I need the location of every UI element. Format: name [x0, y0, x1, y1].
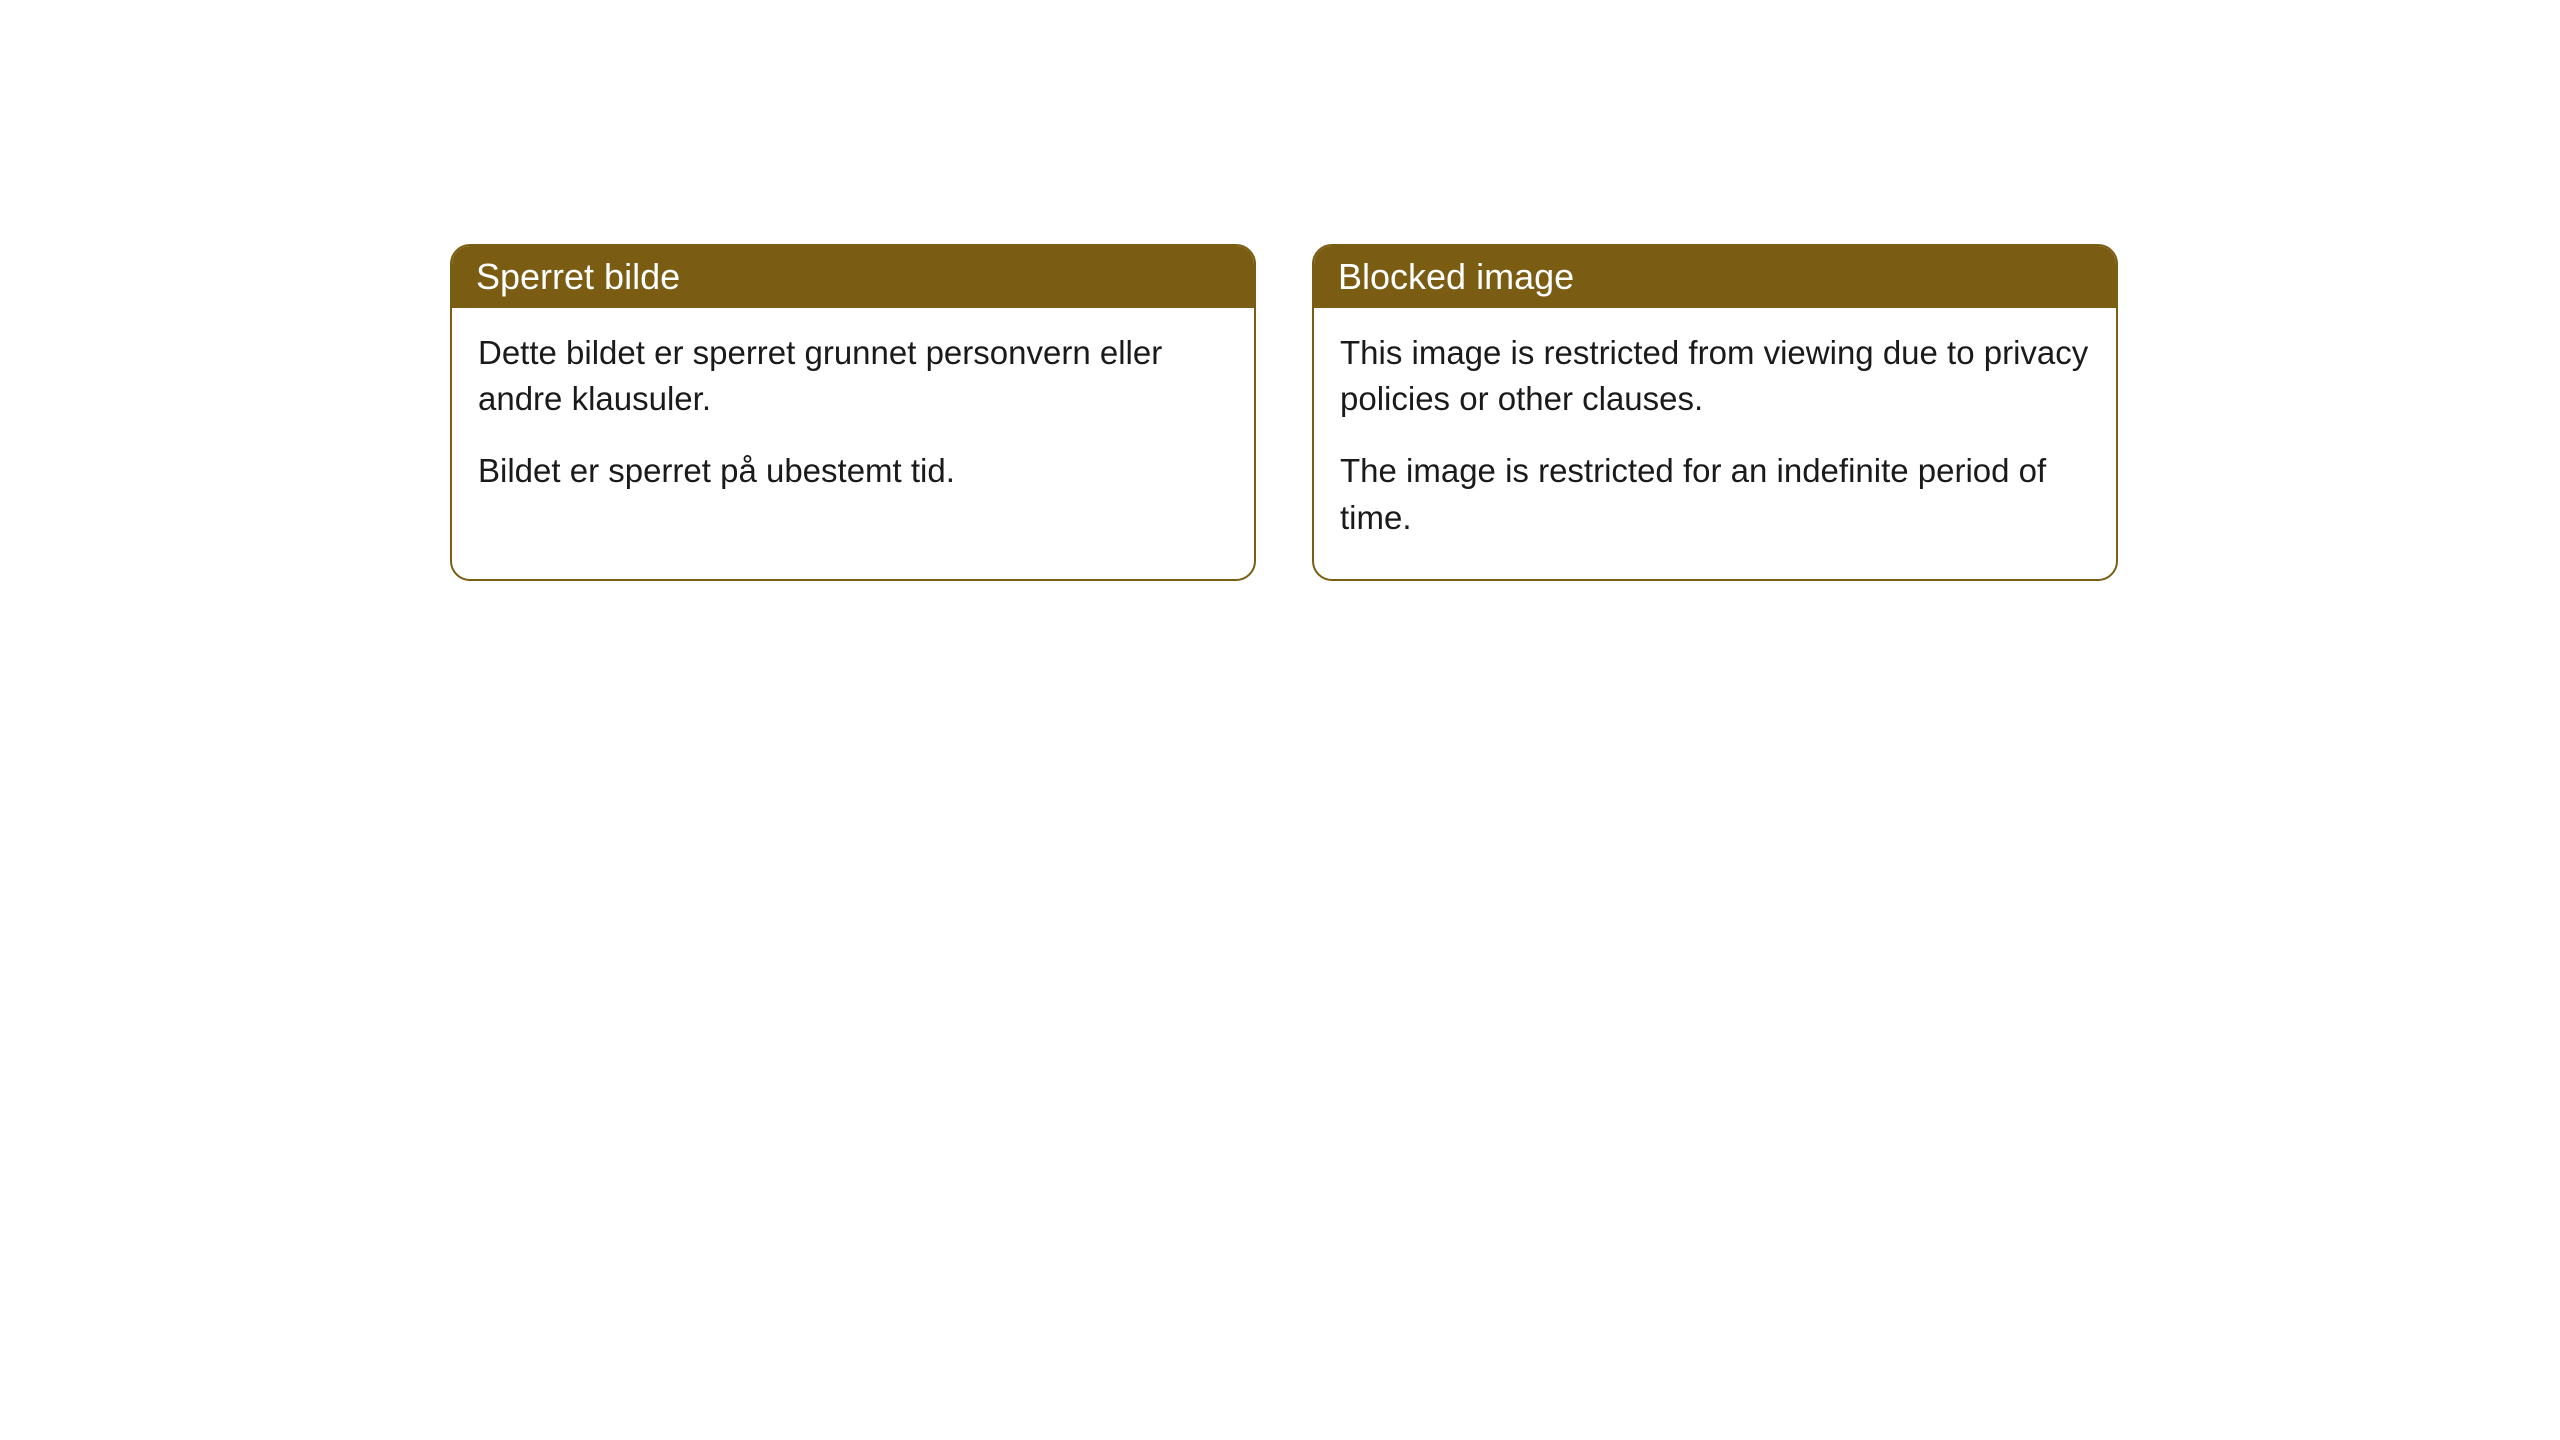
notice-container: Sperret bilde Dette bildet er sperret gr…: [450, 244, 2118, 581]
card-paragraph: Dette bildet er sperret grunnet personve…: [478, 330, 1228, 422]
card-title: Sperret bilde: [476, 256, 680, 297]
card-header: Sperret bilde: [452, 246, 1254, 308]
notice-card-norwegian: Sperret bilde Dette bildet er sperret gr…: [450, 244, 1256, 581]
card-body: Dette bildet er sperret grunnet personve…: [452, 308, 1254, 533]
card-header: Blocked image: [1314, 246, 2116, 308]
card-body: This image is restricted from viewing du…: [1314, 308, 2116, 579]
card-paragraph: Bildet er sperret på ubestemt tid.: [478, 448, 1228, 494]
notice-card-english: Blocked image This image is restricted f…: [1312, 244, 2118, 581]
card-paragraph: The image is restricted for an indefinit…: [1340, 448, 2090, 540]
card-title: Blocked image: [1338, 256, 1574, 297]
card-paragraph: This image is restricted from viewing du…: [1340, 330, 2090, 422]
